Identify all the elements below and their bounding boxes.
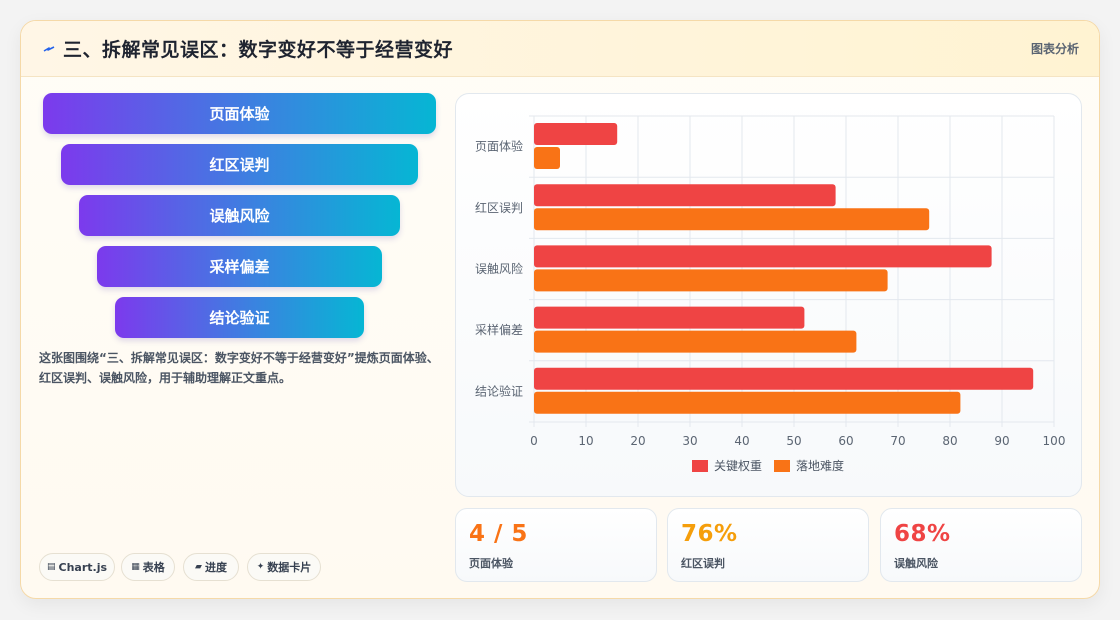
bar-weight bbox=[534, 367, 1034, 390]
chip-progress[interactable]: ▰ 进度 bbox=[183, 553, 239, 581]
stat-value: 76% bbox=[681, 521, 738, 547]
stat-value: 4 / 5 bbox=[469, 521, 528, 547]
bar-weight bbox=[534, 184, 836, 207]
y-tick-label: 页面体验 bbox=[475, 139, 523, 154]
x-tick-label: 80 bbox=[942, 434, 957, 448]
chip-chartjs[interactable]: ▤ Chart.js bbox=[39, 553, 115, 581]
chip-label: Chart.js bbox=[58, 560, 108, 574]
progress-icon: ▰ bbox=[195, 562, 202, 572]
x-tick-label: 90 bbox=[994, 434, 1009, 448]
x-tick-label: 20 bbox=[630, 434, 645, 448]
sparkle-icon: ✦ bbox=[256, 562, 265, 572]
funnel-step-5: 结论验证 bbox=[115, 297, 364, 338]
stat-card-1: 4 / 5 页面体验 bbox=[455, 508, 657, 582]
y-tick-label: 红区误判 bbox=[475, 200, 523, 215]
stat-label: 页面体验 bbox=[469, 557, 513, 570]
chip-label: 数据卡片 bbox=[267, 561, 312, 574]
stat-label: 红区误判 bbox=[681, 557, 725, 570]
bar-weight bbox=[534, 306, 805, 329]
lightning-icon bbox=[43, 46, 55, 52]
stat-label: 误触风险 bbox=[894, 557, 938, 570]
chart-panel: 0 10 20 30 40 50 60 70 80 90 100 页面体验红区误判误触风险采样偏差结论… bbox=[455, 93, 1082, 497]
chart-card: 三、拆解常见误区：数字变好不等于经营变好 图表分析 页面体验 红区误判 误触风险… bbox=[20, 20, 1100, 599]
bar-weight bbox=[534, 245, 992, 268]
chip-table[interactable]: ▦ 表格 bbox=[121, 553, 175, 581]
legend-swatch bbox=[774, 460, 790, 472]
x-tick-label: 60 bbox=[838, 434, 853, 448]
x-tick-label: 50 bbox=[786, 434, 801, 448]
bar-difficulty bbox=[534, 208, 930, 231]
chart-analysis-tag: 图表分析 bbox=[1030, 42, 1079, 56]
x-tick-label: 40 bbox=[734, 434, 749, 448]
chip-data-card[interactable]: ✦ 数据卡片 bbox=[247, 553, 321, 581]
chart-description: 这张图围绕“三、拆解常见误区：数字变好不等于经营变好”提炼页面体验、红区误判、误… bbox=[39, 351, 439, 385]
x-tick-label: 0 bbox=[530, 434, 538, 448]
funnel-step-1: 页面体验 bbox=[43, 93, 436, 134]
stat-card-3: 68% 误触风险 bbox=[880, 508, 1082, 582]
bar-difficulty bbox=[534, 391, 961, 414]
bar-difficulty bbox=[534, 147, 560, 169]
bar-weight bbox=[534, 123, 618, 145]
legend-label: 落地难度 bbox=[796, 458, 844, 473]
chart-icon: ▤ bbox=[46, 562, 56, 572]
legend-swatch bbox=[692, 460, 708, 472]
stat-card-2: 76% 红区误判 bbox=[667, 508, 869, 582]
y-tick-label: 结论验证 bbox=[475, 383, 523, 398]
stat-value: 68% bbox=[894, 521, 951, 547]
x-tick-label: 30 bbox=[682, 434, 697, 448]
funnel-step-3: 误触风险 bbox=[79, 195, 400, 236]
x-tick-label: 100 bbox=[1043, 434, 1066, 448]
page-title: 三、拆解常见误区：数字变好不等于经营变好 bbox=[63, 39, 454, 61]
table-icon: ▦ bbox=[131, 562, 140, 572]
bar-difficulty bbox=[534, 269, 888, 292]
chip-label: 表格 bbox=[142, 561, 165, 574]
bar-difficulty bbox=[534, 330, 857, 353]
x-tick-label: 70 bbox=[890, 434, 905, 448]
legend-label: 关键权重 bbox=[714, 459, 762, 473]
bar-chart: 0 10 20 30 40 50 60 70 80 90 100 页面体验红区误判误触风险采样偏差结论… bbox=[475, 115, 1066, 473]
card-header: 三、拆解常见误区：数字变好不等于经营变好 图表分析 bbox=[21, 21, 1099, 77]
funnel-step-2: 红区误判 bbox=[61, 144, 418, 185]
y-tick-label: 误触风险 bbox=[475, 261, 523, 276]
y-tick-label: 采样偏差 bbox=[475, 322, 523, 337]
x-tick-label: 10 bbox=[578, 434, 593, 448]
funnel-step-4: 采样偏差 bbox=[97, 246, 382, 287]
chip-label: 进度 bbox=[204, 561, 227, 574]
